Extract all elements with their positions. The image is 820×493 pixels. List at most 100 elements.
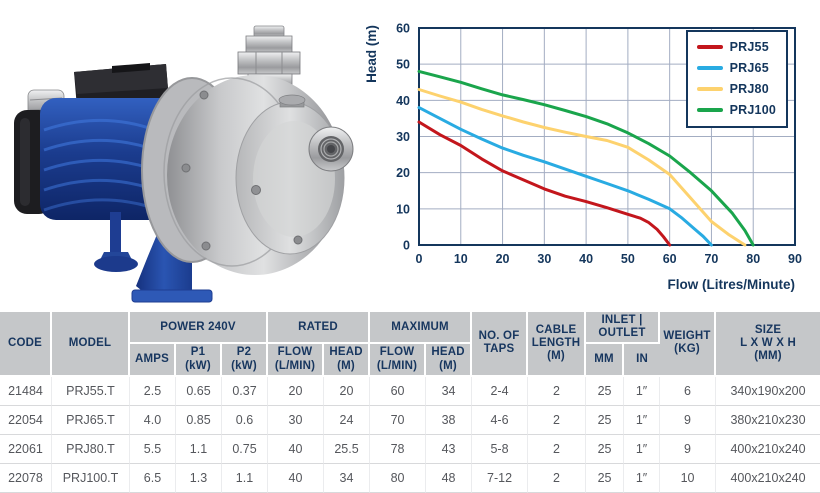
cell-amps: 4.0 <box>130 405 176 435</box>
cell-cable_length: 2 <box>528 376 587 406</box>
legend-item-prj80: PRJ80 <box>696 82 776 96</box>
cell-rated_head: 24 <box>324 405 371 435</box>
pedestal-foot <box>94 212 138 272</box>
cell-rated_head: 20 <box>324 376 371 406</box>
legend-label: PRJ80 <box>729 82 769 96</box>
cell-max_flow: 80 <box>370 463 427 493</box>
plot-border <box>418 27 796 246</box>
col-header-rated-flow: FLOW (L/MIN) <box>268 344 324 377</box>
flow-head-chart-svg: 0 10 20 30 40 50 60 70 80 90 0 10 20 30 40 50 60 Flow (Li… <box>364 22 802 293</box>
cell-rated_head: 34 <box>324 463 371 493</box>
series-line-prj80 <box>417 88 747 247</box>
y-tick-label: 40 <box>396 94 410 108</box>
col-header-code: CODE <box>0 312 52 377</box>
col-header-rated-head: HEAD (M) <box>324 344 371 377</box>
x-tick-label: 90 <box>788 252 802 266</box>
cell-rated_head: 25.5 <box>324 434 371 464</box>
col-header-max-head: HEAD (M) <box>426 344 473 377</box>
group-header-maximum: MAXIMUM <box>370 312 473 345</box>
y-tick-label: 30 <box>396 130 410 144</box>
outlet-port-icon <box>308 126 354 172</box>
legend-swatch-prj100 <box>696 108 723 112</box>
cell-inlet_in: 1″ <box>624 463 661 493</box>
col-header-inlet-in: IN <box>624 344 661 377</box>
cell-rated_flow: 40 <box>268 434 324 464</box>
col-header-cable-length: CABLE LENGTH (M) <box>528 312 587 377</box>
cell-amps: 2.5 <box>130 376 176 406</box>
cell-p1_kw: 1.3 <box>176 463 222 493</box>
cell-p2_kw: 0.6 <box>222 405 268 435</box>
cell-inlet_in: 1″ <box>624 376 661 406</box>
col-header-p2: P2 (kW) <box>222 344 268 377</box>
cell-size: 340x190x200 <box>716 376 820 406</box>
x-tick-label: 70 <box>704 252 718 266</box>
motor-body <box>40 98 174 220</box>
series-line-prj55 <box>417 120 672 247</box>
x-tick-label: 30 <box>537 252 551 266</box>
x-tick-label: 0 <box>416 252 423 266</box>
group-header-power-240v: POWER 240V <box>130 312 268 345</box>
legend-item-prj100: PRJ100 <box>696 103 776 117</box>
cell-weight: 9 <box>660 434 717 464</box>
legend-swatch-prj80 <box>696 87 723 91</box>
x-tick-label: 20 <box>496 252 510 266</box>
series-line-prj100 <box>417 69 755 247</box>
cell-weight: 6 <box>660 376 717 406</box>
cell-code: 22054 <box>0 405 52 435</box>
group-header-rated: RATED <box>268 312 371 345</box>
table-row: 22061 PRJ80.T 5.5 1.1 0.75 40 25.5 78 43 5-8 2 25 1″… <box>0 434 820 464</box>
series-line-prj65 <box>417 106 713 247</box>
cell-p1_kw: 1.1 <box>176 434 222 464</box>
cell-p1_kw: 0.85 <box>176 405 222 435</box>
col-header-p1: P1 (kW) <box>176 344 222 377</box>
cell-p1_kw: 0.65 <box>176 376 222 406</box>
cell-max_head: 34 <box>426 376 473 406</box>
performance-chart: 0 10 20 30 40 50 60 70 80 90 0 10 20 30 40 50 60 Flow (Li… <box>360 0 820 310</box>
cell-max_head: 43 <box>426 434 473 464</box>
x-tick-label: 10 <box>454 252 468 266</box>
cell-inlet_in: 1″ <box>624 405 661 435</box>
cell-rated_flow: 40 <box>268 463 324 493</box>
y-axis-title: Head (m) <box>364 25 379 83</box>
col-header-weight: WEIGHT (KG) <box>660 312 717 377</box>
legend-label: PRJ55 <box>729 40 769 54</box>
top-section: 0 10 20 30 40 50 60 70 80 90 0 10 20 30 40 50 60 Flow (Li… <box>0 0 820 310</box>
cell-code: 22061 <box>0 434 52 464</box>
cell-inlet_mm: 25 <box>586 376 625 406</box>
cell-p2_kw: 0.37 <box>222 376 268 406</box>
legend-item-prj55: PRJ55 <box>696 40 776 54</box>
legend-swatch-prj65 <box>696 66 723 70</box>
cell-p2_kw: 0.75 <box>222 434 268 464</box>
y-tick-label: 20 <box>396 166 410 180</box>
cell-rated_flow: 30 <box>268 405 324 435</box>
cell-cable_length: 2 <box>528 434 587 464</box>
pump-product-photo <box>0 0 360 310</box>
cell-cable_length: 2 <box>528 463 587 493</box>
col-header-model: MODEL <box>52 312 130 377</box>
cell-max_flow: 60 <box>370 376 427 406</box>
cell-taps: 2-4 <box>472 376 529 406</box>
group-header-inlet-outlet: INLET | OUTLET <box>586 312 661 345</box>
cell-model: PRJ100.T <box>52 463 130 493</box>
cell-model: PRJ65.T <box>52 405 130 435</box>
cell-max_head: 48 <box>426 463 473 493</box>
cell-p2_kw: 1.1 <box>222 463 268 493</box>
cell-size: 380x210x230 <box>716 405 820 435</box>
cell-amps: 6.5 <box>130 463 176 493</box>
cell-size: 400x210x240 <box>716 434 820 464</box>
cell-taps: 7-12 <box>472 463 529 493</box>
legend-item-prj65: PRJ65 <box>696 61 776 75</box>
cell-inlet_mm: 25 <box>586 434 625 464</box>
cell-taps: 5-8 <box>472 434 529 464</box>
pump-head <box>141 75 345 275</box>
x-tick-label: 40 <box>579 252 593 266</box>
cell-inlet_mm: 25 <box>586 463 625 493</box>
pump-illustration <box>14 25 354 303</box>
cell-size: 400x210x240 <box>716 463 820 493</box>
cell-max_flow: 78 <box>370 434 427 464</box>
cell-weight: 10 <box>660 463 717 493</box>
x-tick-label: 60 <box>663 252 677 266</box>
cell-max_flow: 70 <box>370 405 427 435</box>
cell-code: 21484 <box>0 376 52 406</box>
cell-taps: 4-6 <box>472 405 529 435</box>
